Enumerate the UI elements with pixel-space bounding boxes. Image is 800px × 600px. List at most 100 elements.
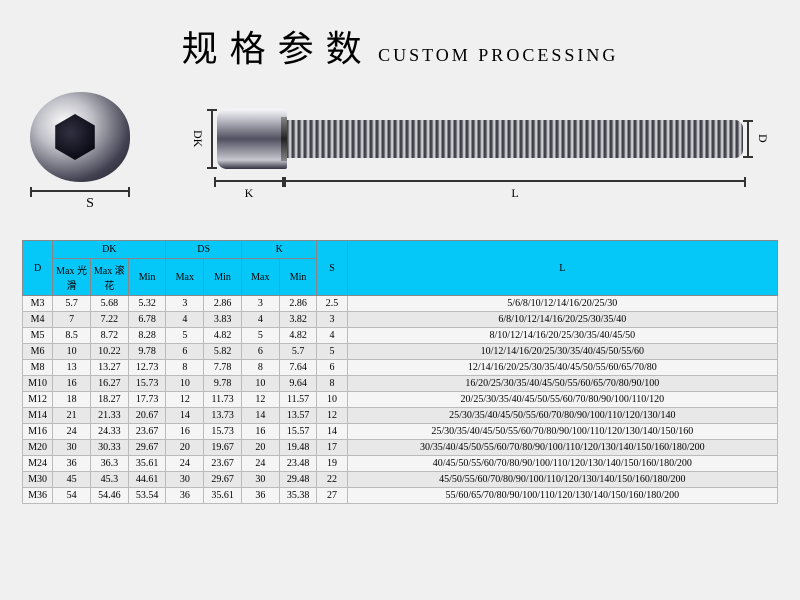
table-cell: 30 [53,440,91,456]
table-cell: 29.67 [204,472,242,488]
col-subheader: Max [166,259,204,296]
table-cell: 10 [317,392,347,408]
col-header: S [317,241,347,296]
col-subheader: Min [279,259,317,296]
col-subheader: Min [204,259,242,296]
table-row: M81313.2712.7387.7887.64612/14/16/20/25/… [23,360,778,376]
table-cell: 30.33 [90,440,128,456]
col-subheader: Max 光滑 [53,259,91,296]
table-cell: 10/12/14/16/20/25/30/35/40/45/50/55/60 [347,344,777,360]
table-cell: 45/50/55/60/70/80/90/100/110/120/130/140… [347,472,777,488]
table-cell: 5.32 [128,296,166,312]
table-cell: 12 [317,408,347,424]
table-cell: 6 [166,344,204,360]
table-cell: 22 [317,472,347,488]
table-cell: 12 [241,392,279,408]
table-cell: 23.67 [128,424,166,440]
table-cell: 2.86 [279,296,317,312]
dimension-s-bar [30,190,130,192]
table-cell: 13.73 [204,408,242,424]
table-cell: 11.73 [204,392,242,408]
table-cell: 36 [241,488,279,504]
table-cell: 16 [241,424,279,440]
dimension-dk-label: DK [190,130,205,147]
table-cell: 29.48 [279,472,317,488]
table-cell: 54.46 [90,488,128,504]
table-cell: 20 [166,440,204,456]
table-cell: 10 [166,376,204,392]
table-cell: 36 [166,488,204,504]
col-header: DK [53,241,166,259]
table-cell: 35.61 [128,456,166,472]
dimension-d-label: D [755,134,770,143]
table-cell: 5.7 [53,296,91,312]
bolt-side-view: DK D K L [190,104,770,201]
table-cell: 24.33 [90,424,128,440]
table-cell: 12.73 [128,360,166,376]
table-cell: 21 [53,408,91,424]
table-cell: 18 [53,392,91,408]
col-header: D [23,241,53,296]
table-cell: 54 [53,488,91,504]
table-cell: 3.83 [204,312,242,328]
table-cell: 3 [317,312,347,328]
table-cell: 8 [166,360,204,376]
table-cell: 16.27 [90,376,128,392]
table-cell: M4 [23,312,53,328]
table-cell: 17 [317,440,347,456]
table-cell: 6 [317,360,347,376]
table-cell: 4 [166,312,204,328]
table-row: M243636.335.612423.672423.481940/45/50/5… [23,456,778,472]
table-cell: 4 [241,312,279,328]
dimension-l: L [284,180,746,201]
table-cell: 8 [241,360,279,376]
table-cell: M6 [23,344,53,360]
table-cell: 8/10/12/14/16/20/25/30/35/40/45/50 [347,328,777,344]
table-cell: 5/6/8/10/12/14/16/20/25/30 [347,296,777,312]
table-cell: 13.57 [279,408,317,424]
table-cell: 7 [53,312,91,328]
table-cell: 2.86 [204,296,242,312]
table-cell: 6.78 [128,312,166,328]
header: 规格参数 CUSTOM PROCESSING [0,0,800,82]
table-row: M162424.3323.671615.731615.571425/30/35/… [23,424,778,440]
table-cell: 19 [317,456,347,472]
col-header: K [241,241,317,259]
table-cell: 5.68 [90,296,128,312]
table-cell: 30/35/40/45/50/55/60/70/80/90/100/110/12… [347,440,777,456]
table-cell: 27 [317,488,347,504]
table-cell: 24 [53,424,91,440]
table-cell: 8.5 [53,328,91,344]
table-cell: M14 [23,408,53,424]
table-cell: 23.67 [204,456,242,472]
table-cell: M3 [23,296,53,312]
table-cell: 9.78 [128,344,166,360]
table-cell: 20.67 [128,408,166,424]
col-subheader: Max 滚花 [90,259,128,296]
table-cell: 45 [53,472,91,488]
table-cell: 55/60/65/70/80/90/100/110/120/130/140/15… [347,488,777,504]
table-cell: 10.22 [90,344,128,360]
thread-icon [287,120,743,158]
table-cell: 24 [241,456,279,472]
table-cell: 4.82 [204,328,242,344]
table-cell: 16 [53,376,91,392]
table-cell: 3 [166,296,204,312]
table-row: M61010.229.7865.8265.7510/12/14/16/20/25… [23,344,778,360]
table-cell: M10 [23,376,53,392]
table-cell: 14 [317,424,347,440]
table-cell: 21.33 [90,408,128,424]
table-cell: 24 [166,456,204,472]
table-cell: 12/14/16/20/25/30/35/40/45/50/55/60/65/7… [347,360,777,376]
table-cell: 36.3 [90,456,128,472]
table-cell: 25/30/35/40/45/50/55/60/70/80/90/100/110… [347,424,777,440]
table-cell: 30 [166,472,204,488]
table-cell: 17.73 [128,392,166,408]
dimension-s-label: S [30,196,150,212]
col-subheader: Max [241,259,279,296]
table-cell: 11.57 [279,392,317,408]
title-en: CUSTOM PROCESSING [378,45,618,65]
table-cell: 15.57 [279,424,317,440]
table-cell: 6 [241,344,279,360]
table-cell: 9.64 [279,376,317,392]
